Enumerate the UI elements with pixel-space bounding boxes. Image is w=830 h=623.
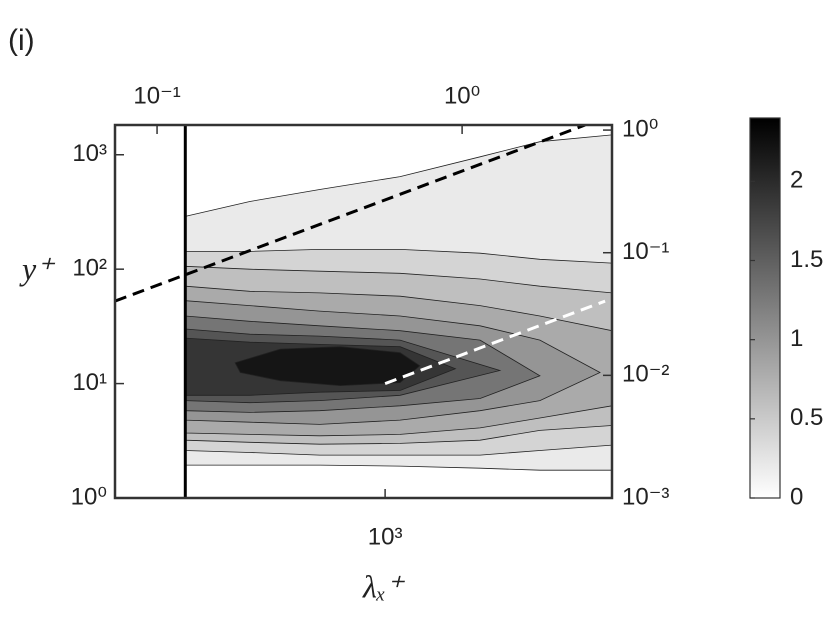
plot-frame — [113, 123, 614, 500]
y-tick-label: 10³ — [72, 140, 107, 167]
panel-label: (i) — [8, 24, 35, 57]
y2-tick-label: 10⁻² — [622, 361, 669, 388]
colorbar-tick-label: 1.5 — [790, 246, 823, 273]
x2-tick-label: 10⁰ — [444, 82, 480, 109]
colorbar-tick-label: 0.5 — [790, 404, 823, 431]
colorbar-tick-label: 1 — [790, 325, 803, 352]
colorbar-tick-label: 0 — [790, 483, 803, 510]
y-tick-label: 10² — [72, 255, 107, 282]
x-tick-label: 10³ — [368, 523, 403, 550]
dashed-line — [384, 299, 606, 386]
y2-tick-label: 10⁻¹ — [622, 238, 669, 265]
plot-area — [115, 125, 612, 498]
x2-tick-label: 10⁻¹ — [133, 82, 180, 109]
y2-tick-label: 10⁰ — [622, 115, 658, 142]
y-tick-label: 10¹ — [72, 369, 107, 396]
y-axis-label: y⁺ — [19, 250, 55, 286]
y-tick-label: 10⁰ — [71, 483, 107, 510]
y2-tick-label: 10⁻³ — [622, 483, 669, 510]
x-axis-label: λₓ⁺ — [362, 568, 405, 604]
colorbar — [749, 117, 781, 499]
dashed-line — [115, 125, 586, 303]
colorbar-tick-label: 2 — [790, 167, 803, 194]
